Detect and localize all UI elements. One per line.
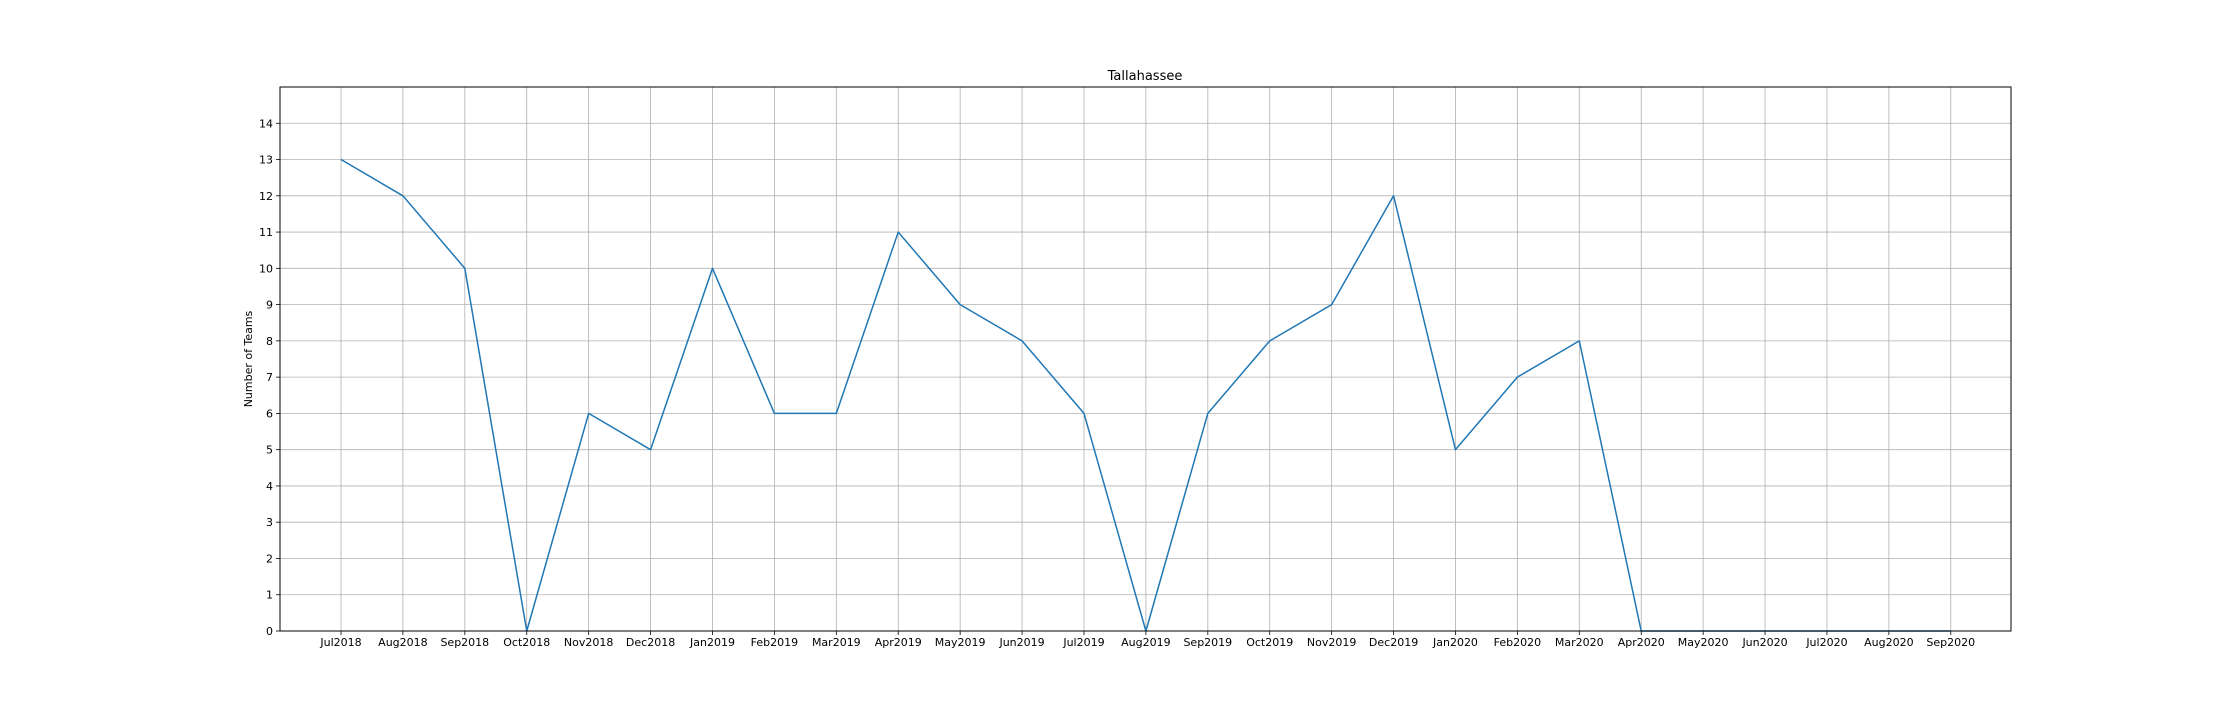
y-tick-label: 7 [266,371,273,384]
x-tick-label: Feb2019 [751,636,798,649]
x-tick-label: Oct2019 [1246,636,1293,649]
y-tick-label: 10 [259,262,273,275]
x-tick-label: Jun2019 [998,636,1044,649]
x-tick-label: Oct2018 [503,636,550,649]
x-tick-label: Nov2019 [1307,636,1356,649]
x-tick-label: Jul2018 [319,636,361,649]
x-tick-label: Apr2019 [875,636,922,649]
x-tick-label: May2020 [1678,636,1729,649]
y-tick-label: 13 [259,154,273,167]
y-tick-label: 14 [259,117,273,130]
x-tick-label: May2019 [935,636,986,649]
y-tick-label: 2 [266,552,273,565]
y-tick-label: 8 [266,335,273,348]
y-tick-label: 4 [266,480,273,493]
x-tick-label: Apr2020 [1618,636,1665,649]
x-tick-label: Jul2020 [1805,636,1847,649]
plot-area-frame [279,86,2012,632]
y-tick-label: 11 [259,226,273,239]
x-tick-label: Mar2020 [1555,636,1604,649]
x-tick-label: Jan2019 [689,636,735,649]
x-tick-label: Sep2019 [1183,636,1232,649]
y-tick-label: 3 [266,516,273,529]
x-tick-label: Feb2020 [1494,636,1541,649]
grid [280,87,2011,632]
y-tick-label: 0 [266,625,273,638]
x-tick-label: Sep2020 [1926,636,1975,649]
y-tick-label: 9 [266,299,273,312]
x-tick-label: Aug2018 [378,636,427,649]
x-tick-label: Jun2020 [1741,636,1787,649]
x-tick-label: Nov2018 [564,636,613,649]
y-tick-label: 12 [259,190,273,203]
y-tick-label: 6 [266,407,273,420]
x-tick-label: Jan2020 [1432,636,1478,649]
x-tick-label: Mar2019 [812,636,861,649]
y-tick-label: 1 [266,589,273,602]
axis-ticks: Jul2018 Aug2018 Sep2018 Oct2018 Nov2018 Dec20… [259,117,1975,649]
chart-title: Tallahassee [1107,69,1183,84]
y-axis-label: Number of Teams [242,310,255,407]
x-tick-label: Dec2018 [626,636,675,649]
x-tick-label: Aug2020 [1864,636,1913,649]
x-tick-label: Dec2019 [1369,636,1418,649]
x-tick-label: Sep2018 [440,636,489,649]
y-tick-label: 5 [266,444,273,457]
x-tick-label: Jul2019 [1062,636,1104,649]
x-tick-label: Aug2019 [1121,636,1170,649]
